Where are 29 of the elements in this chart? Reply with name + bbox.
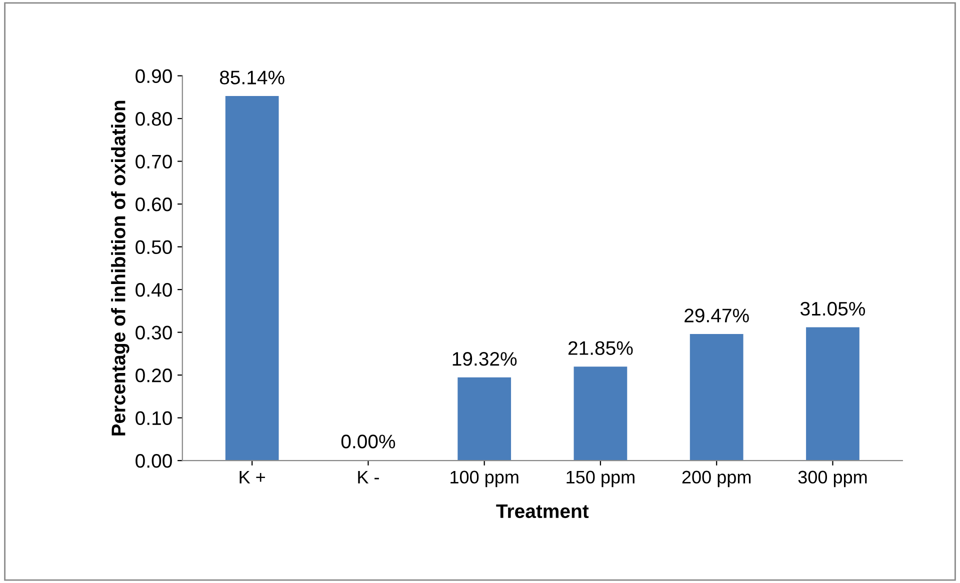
data-label: 0.00% <box>341 434 396 448</box>
x-tick-label: 200 ppm <box>682 470 751 488</box>
bar <box>458 377 512 461</box>
x-tick-label: 150 ppm <box>566 470 634 488</box>
data-label: 19.32% <box>452 352 517 366</box>
bar <box>690 334 744 461</box>
bar <box>574 366 628 461</box>
data-label: 85.14% <box>220 70 284 84</box>
y-tick-label: 0.10 <box>136 411 172 426</box>
y-tick-label: 0.80 <box>136 112 172 126</box>
data-label: 21.85% <box>568 341 633 355</box>
y-axis-title: Percentage of inhibition of oxidation <box>111 100 130 436</box>
x-tick-label: 100 ppm <box>450 470 518 488</box>
bar <box>225 96 279 461</box>
x-axis-title: Treatment <box>496 504 589 518</box>
x-tick-label: K + <box>240 470 265 484</box>
y-tick-label: 0.50 <box>136 240 172 254</box>
y-tick-label: 0.70 <box>136 154 172 169</box>
x-tick-label: 300 ppm <box>798 470 867 488</box>
y-tick-label: 0.60 <box>136 198 172 212</box>
y-tick-label: 0.00 <box>136 454 172 468</box>
data-label: 29.47% <box>684 308 749 322</box>
data-label: 31.05% <box>800 302 866 316</box>
x-tick-label: K - <box>358 470 379 484</box>
bar <box>806 327 860 461</box>
y-tick-label: 0.90 <box>136 69 172 84</box>
y-tick-label: 0.20 <box>136 368 172 382</box>
y-tick-label: 0.40 <box>136 283 172 297</box>
y-tick-label: 0.30 <box>136 326 172 340</box>
